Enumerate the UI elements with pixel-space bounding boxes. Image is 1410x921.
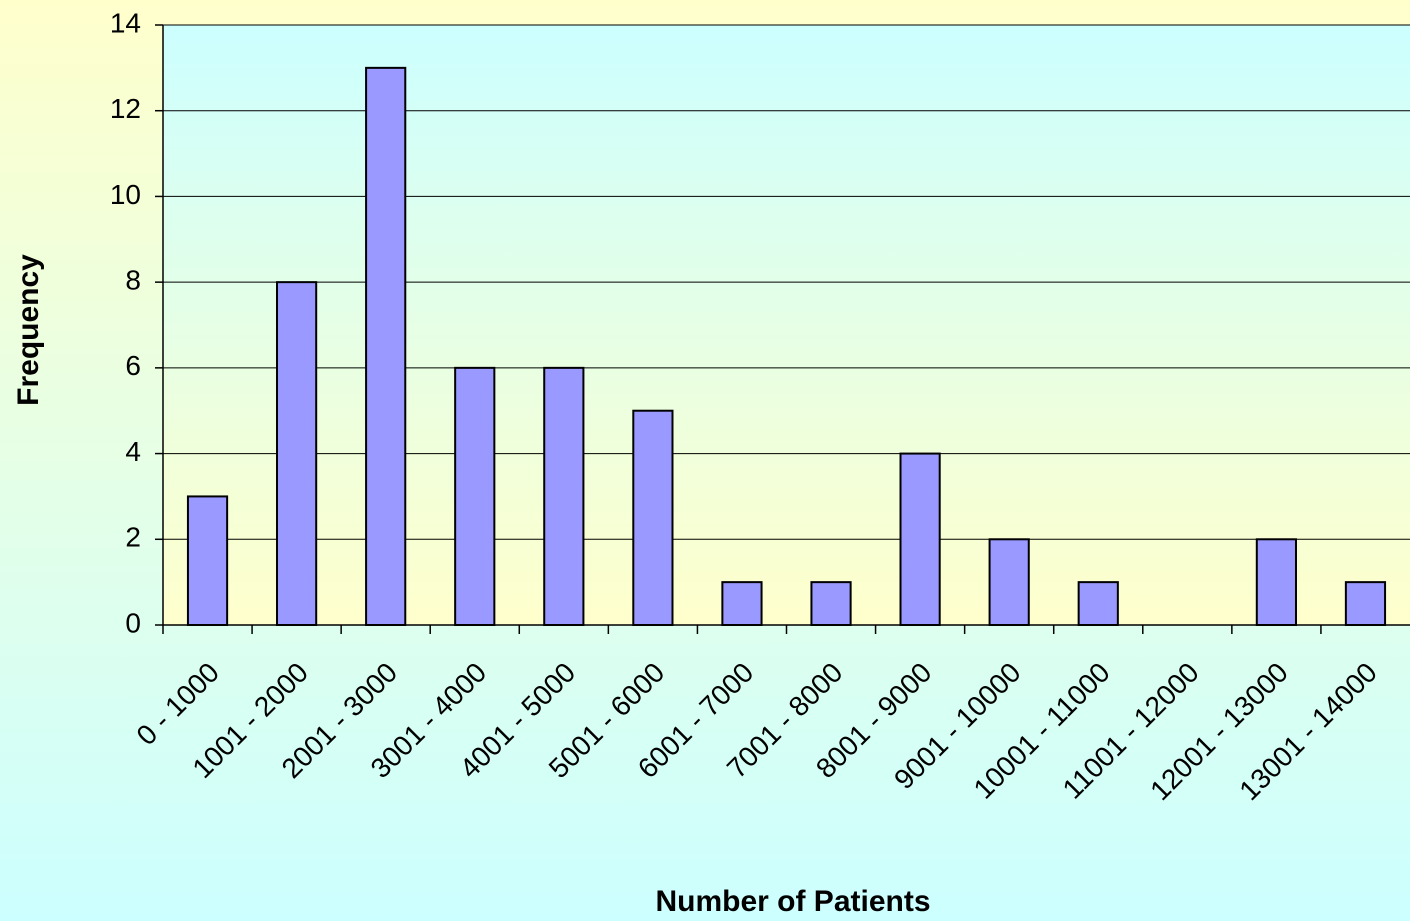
- bar: [1255, 538, 1297, 626]
- y-tick-label: 12: [110, 93, 141, 124]
- bar: [454, 366, 496, 626]
- bar: [632, 409, 674, 627]
- y-tick-label: 4: [125, 436, 141, 467]
- x-axis-title: Number of Patients: [655, 885, 930, 918]
- y-tick-label: 0: [125, 607, 141, 638]
- bar: [543, 366, 585, 626]
- y-tick-label: 14: [110, 7, 141, 38]
- y-axis-title: Frequency: [12, 254, 45, 406]
- y-tick-label: 10: [110, 179, 141, 210]
- y-tick-label: 8: [125, 265, 141, 296]
- y-tick-label: 6: [125, 350, 141, 381]
- bar: [988, 538, 1030, 626]
- bar: [899, 452, 941, 627]
- bar: [365, 66, 407, 627]
- bar: [721, 581, 763, 627]
- plot-area: [163, 25, 1410, 625]
- bar: [810, 581, 852, 627]
- bar: [276, 281, 318, 626]
- bar: [1344, 581, 1387, 627]
- y-tick-label: 2: [125, 522, 141, 553]
- bar: [1077, 581, 1119, 627]
- bar: [186, 495, 229, 626]
